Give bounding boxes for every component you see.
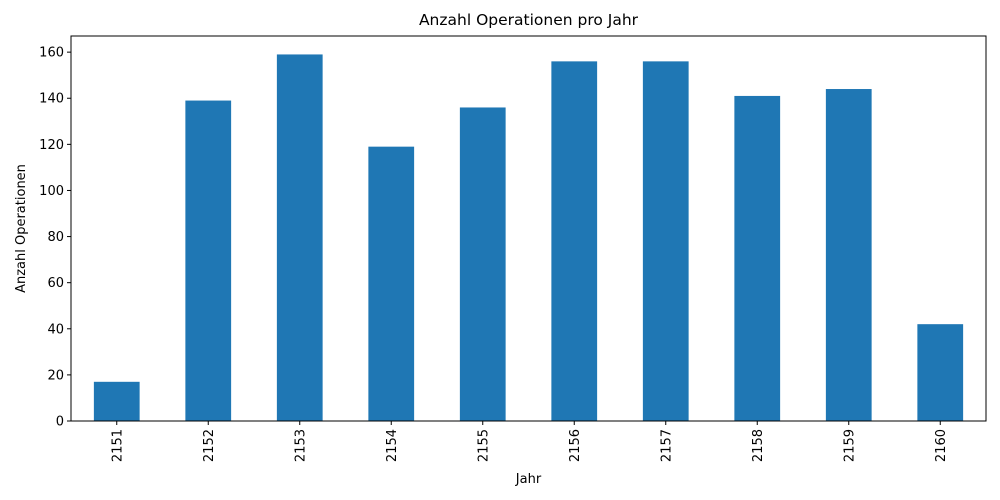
y-tick-label: 160 [39,46,64,61]
bars-group [93,54,964,421]
x-tick-label: 2154 [385,429,400,462]
y-tick-label: 20 [47,368,64,383]
x-tick-label: 2159 [842,429,857,462]
x-tick-label: 2158 [751,429,766,462]
x-axis: 2151 2152 2153 2154 2155 2156 2157 2158 2159 2160 [110,421,949,462]
y-tick-label: 0 [56,415,64,430]
bar-2160 [917,324,964,421]
y-tick-label: 100 [39,184,64,199]
bar-2156 [551,61,598,421]
y-tick-label: 120 [39,138,64,153]
y-tick-label: 140 [39,92,64,107]
chart-title: Anzahl Operationen pro Jahr [419,11,639,29]
y-tick-label: 80 [47,230,64,245]
bar-2153 [276,54,323,421]
x-tick-label: 2152 [202,429,217,462]
bar-2157 [642,61,689,421]
x-tick-label: 2155 [476,429,491,462]
bar-2158 [734,95,781,421]
x-tick-label: 2156 [568,429,583,462]
bar-2151 [93,381,140,421]
y-axis-label: Anzahl Operationen [14,164,29,293]
x-tick-label: 2160 [934,429,949,462]
plot-frame [70,35,987,422]
bar-2152 [185,100,232,421]
x-tick-label: 2153 [293,429,308,462]
x-axis-label: Jahr [515,472,542,487]
y-axis: 0 20 40 60 80 100 120 140 160 [39,46,71,430]
bar-2155 [459,107,506,421]
x-tick-label: 2151 [110,429,125,462]
bar-2159 [825,89,872,421]
bar-2154 [368,146,415,421]
y-tick-label: 40 [47,322,64,337]
x-tick-label: 2157 [659,429,674,462]
y-tick-label: 60 [47,276,64,291]
